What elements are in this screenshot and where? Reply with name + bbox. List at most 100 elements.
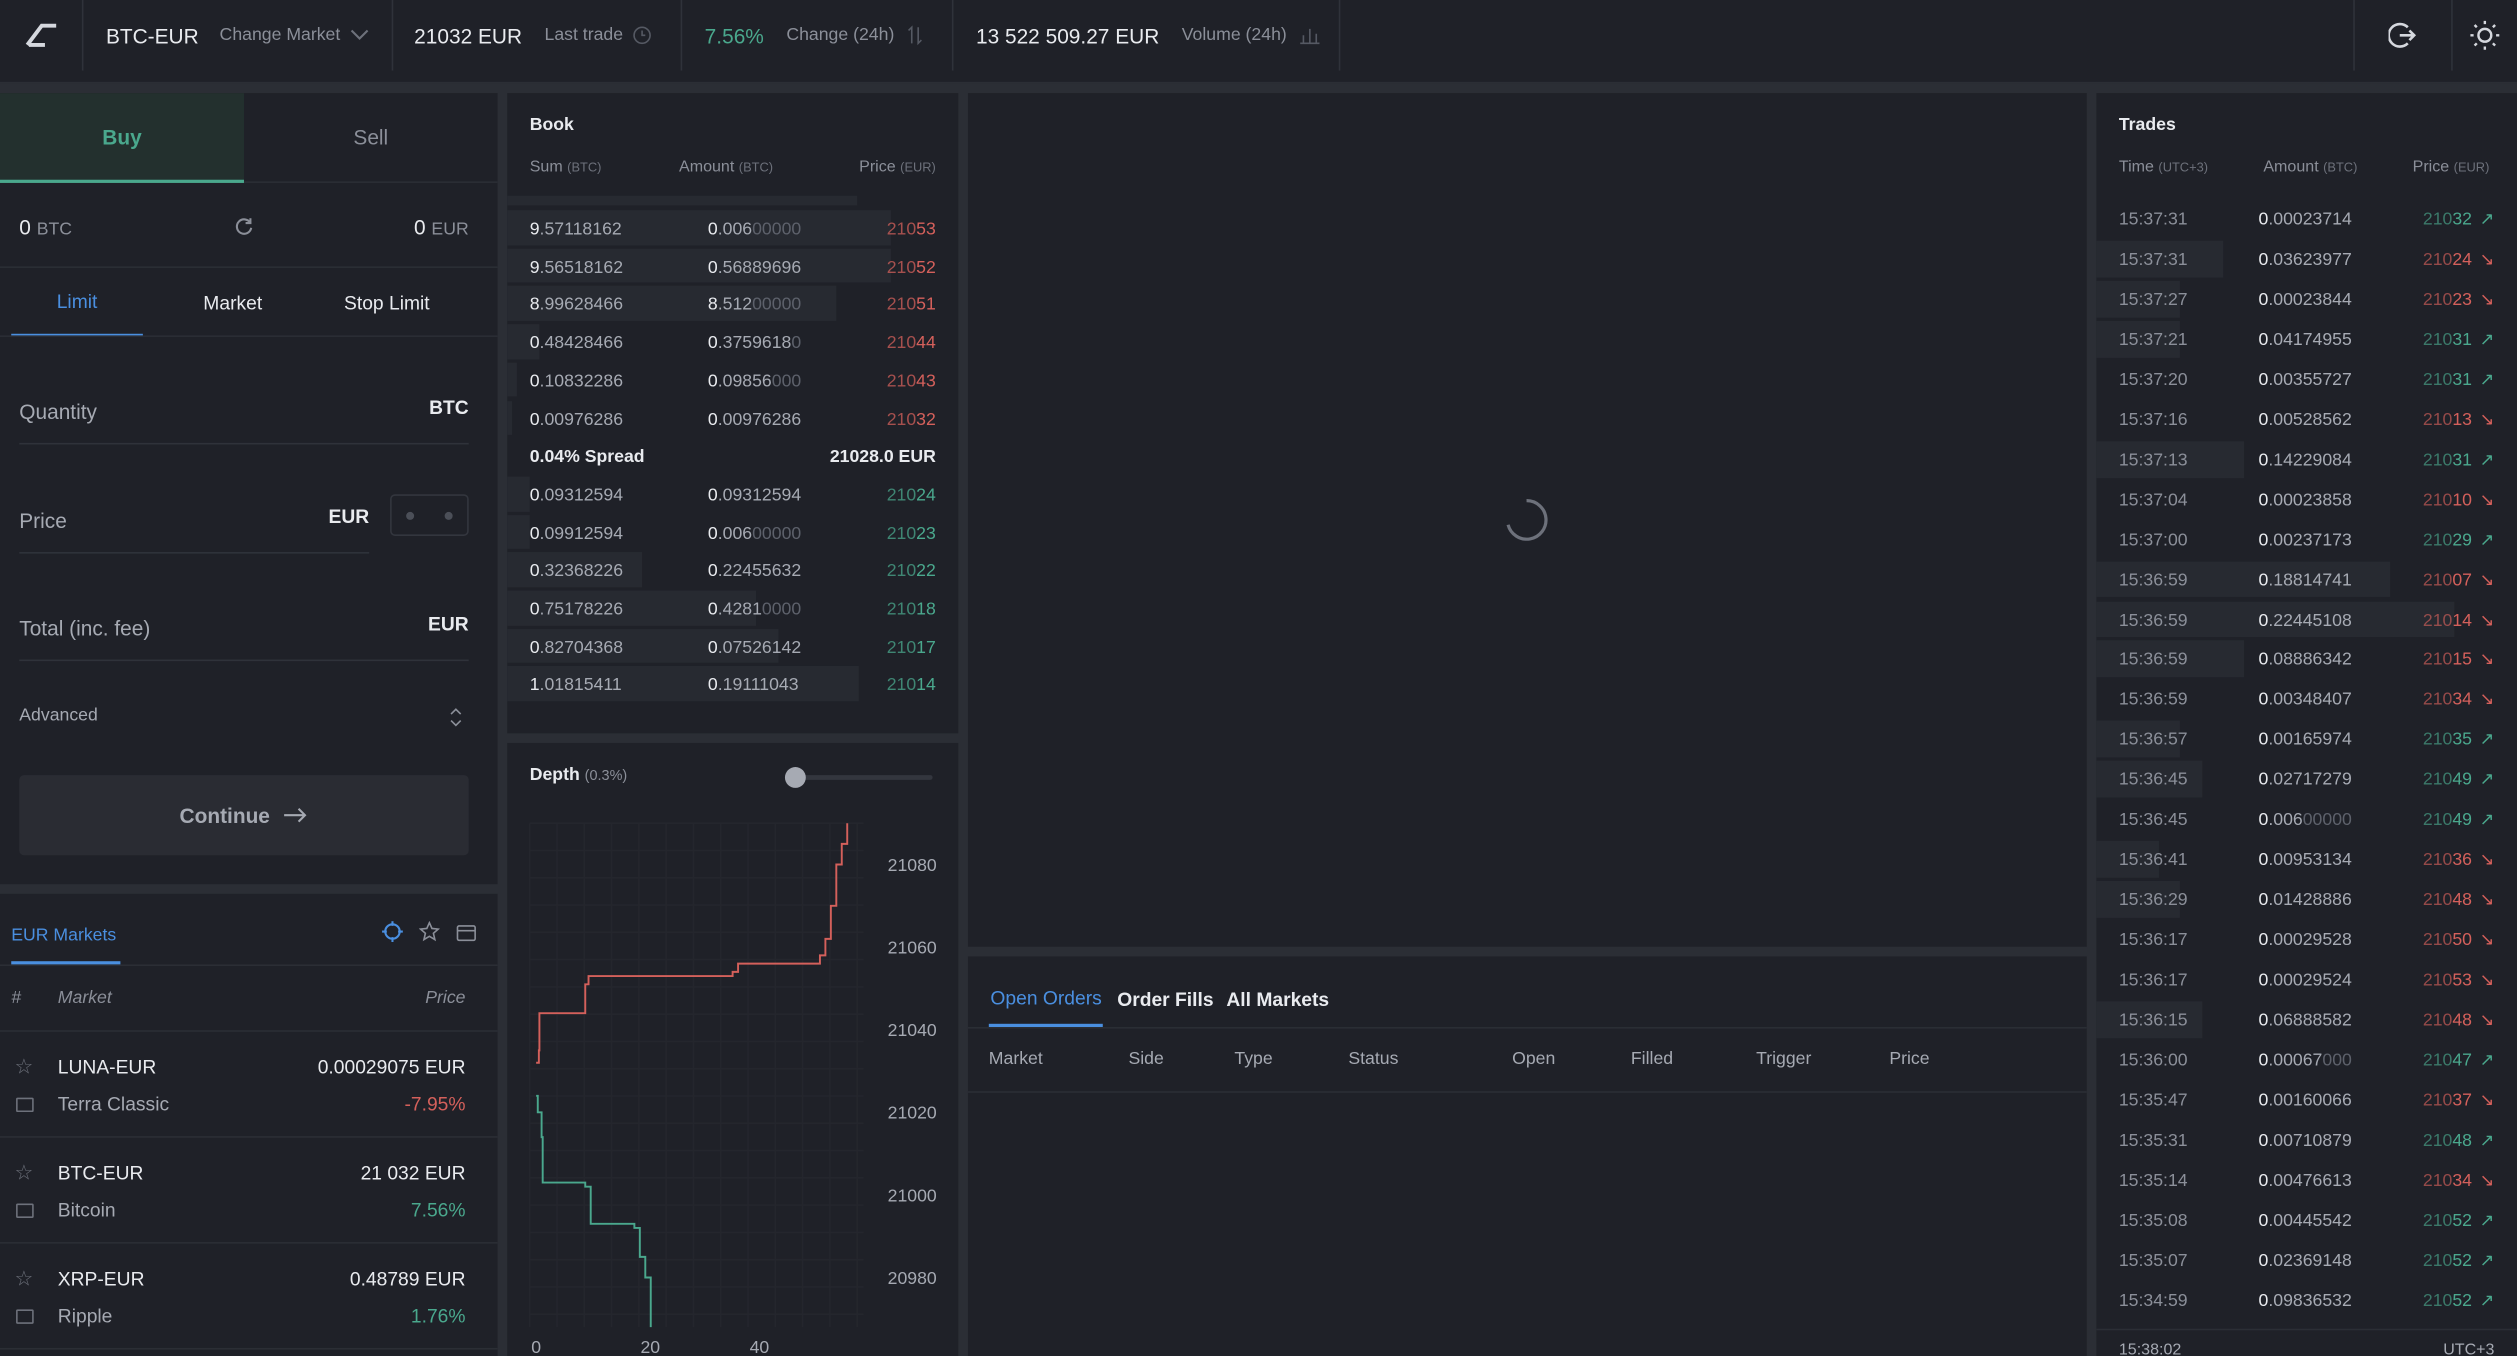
trade-price-head: 210 — [2422, 970, 2453, 991]
tab-market[interactable]: Market — [165, 270, 300, 337]
tab-all-markets[interactable]: All Markets — [1226, 972, 1329, 1027]
star-icon[interactable]: ☆ — [14, 1266, 34, 1291]
quantity-field[interactable]: Quantity BTC — [19, 374, 469, 445]
buy-tab[interactable]: Buy — [0, 93, 244, 183]
tab-limit[interactable]: Limit — [11, 270, 143, 337]
star-icon[interactable]: ☆ — [14, 1054, 34, 1079]
book-row[interactable]: 9.56518162 0.56889696 21052 — [507, 247, 958, 285]
arrow-down-right-icon: ↘ — [2479, 650, 2495, 670]
tab-open-orders[interactable]: Open Orders — [988, 972, 1104, 1028]
amount-int: 0 — [707, 524, 718, 544]
price-tail: 18 — [916, 600, 936, 620]
book-row[interactable]: 0.09912594 0.00600000 21023 — [507, 513, 958, 551]
trade-amount-frac: .00023844 — [2268, 290, 2352, 310]
book-row[interactable]: 0.48428466 0.37596180 21044 — [507, 323, 958, 361]
trade-amount-frac: .00067 — [2268, 1050, 2323, 1071]
trade-price-head: 210 — [2422, 1291, 2453, 1311]
price-head: 210 — [886, 486, 917, 506]
spread-price: 21028.0 EUR — [829, 448, 936, 468]
crosshair-icon[interactable] — [382, 921, 403, 942]
tab-stop-limit[interactable]: Stop Limit — [313, 270, 461, 337]
price-field[interactable]: Price EUR — [19, 483, 370, 554]
arrow-down-right-icon: ↘ — [2479, 850, 2495, 871]
list-item[interactable]: ☆ LUNA-EUR Terra Classic 0.00029075 EUR -7.9… — [0, 1032, 498, 1138]
trade-amount: 0.00029524 — [2259, 971, 2352, 990]
book-row[interactable]: 0.82704368 0.07526142 21017 — [507, 627, 958, 665]
sell-tab[interactable]: Sell — [243, 93, 498, 183]
list-item[interactable]: ☆ BTC-EUR Bitcoin 21 032 EUR 7.56% — [0, 1138, 498, 1244]
depth-bar — [507, 400, 513, 436]
trade-price-head: 210 — [2422, 410, 2453, 430]
decrement-dot-icon[interactable] — [406, 511, 415, 520]
tab-order-fills[interactable]: Order Fills — [1117, 972, 1213, 1027]
book-row[interactable]: 1.01815411 0.19111043 21014 — [507, 665, 958, 703]
trade-row: 15:36:57 0.00165974 21035 ↗ — [2096, 719, 2517, 759]
trade-price-tail: 48 — [2452, 890, 2473, 911]
wallet-icon[interactable] — [456, 923, 477, 942]
top-bar: BTC-EUR Change Market 21032 EUR Last tra… — [0, 0, 2517, 84]
price-label: Price — [19, 508, 67, 533]
sum-frac: .48428466 — [539, 333, 624, 354]
book-row[interactable]: 9.57118162 0.00600000 21053 — [507, 209, 958, 247]
amount-int: 0 — [707, 676, 718, 696]
trade-price-head: 210 — [2422, 1171, 2453, 1191]
x-tick-label: 0 — [531, 1337, 541, 1356]
trade-time-text: 15:35:07 — [2118, 1251, 2188, 1271]
trade-time-text: 15:37:21 — [2118, 330, 2188, 350]
book-amount: 0.07526142 — [708, 638, 801, 657]
divider — [0, 964, 498, 967]
trade-price-head: 210 — [2422, 370, 2453, 390]
trade-price-head: 210 — [2422, 250, 2453, 270]
book-row[interactable]: 0.09312594 0.09312594 21024 — [507, 475, 958, 513]
star-icon[interactable] — [418, 921, 440, 942]
trade-amount-int: 0 — [2258, 850, 2269, 871]
logout-button[interactable] — [2353, 0, 2453, 71]
col-market: Market — [57, 988, 112, 1008]
logo[interactable] — [0, 0, 84, 71]
price-stepper[interactable] — [390, 494, 469, 536]
book-amount: 0.00976286 — [708, 410, 801, 429]
trade-row: 15:35:31 0.00710879 21048 ↗ — [2096, 1120, 2517, 1160]
theme-toggle-button[interactable] — [2453, 0, 2517, 71]
amount-zeros: 00000 — [752, 219, 802, 240]
trade-time: 15:36:45 — [2119, 771, 2188, 790]
tab-eur-markets[interactable]: EUR Markets — [11, 910, 121, 965]
depth-slider[interactable] — [784, 767, 933, 788]
increment-dot-icon[interactable] — [444, 511, 453, 520]
market-selector[interactable]: BTC-EUR Change Market — [83, 0, 394, 71]
market-pair: XRP-EUR — [57, 1267, 145, 1291]
volume-bar — [2096, 560, 2391, 598]
refresh-icon[interactable] — [234, 217, 253, 236]
trade-time: 15:37:04 — [2119, 490, 2188, 509]
trade-price-head: 210 — [2422, 770, 2453, 790]
volume-bar — [2096, 1001, 2203, 1039]
trade-amount: 0.00348407 — [2259, 691, 2352, 710]
volume-value: 13 522 509.27 EUR — [975, 23, 1160, 48]
arrow-up-right-icon: ↗ — [2479, 1211, 2495, 1231]
depth-slider-handle[interactable] — [784, 767, 806, 788]
trade-time-text: 15:37:04 — [2118, 490, 2188, 510]
trade-amount: 0.18814741 — [2259, 571, 2352, 590]
loading-spinner-icon — [1506, 499, 1548, 541]
book-row[interactable]: 0.75178226 0.42810000 21018 — [507, 589, 958, 627]
order-book-panel: Book Sum (BTC) Amount (BTC) Price (EUR) … — [507, 93, 959, 734]
book-row[interactable]: 8.99628466 8.51200000 21051 — [507, 285, 958, 323]
depth-bar — [507, 362, 517, 398]
sum-frac: .75178226 — [539, 600, 624, 620]
sun-icon — [2470, 20, 2500, 50]
change-stat: 7.56% Change (24h) — [682, 0, 954, 71]
trade-time-text: 15:36:17 — [2118, 970, 2188, 991]
list-item[interactable]: ☆ XRP-EUR Ripple 0.48789 EUR 1.76% — [0, 1244, 498, 1350]
price-unit: EUR — [328, 505, 370, 528]
col-price: Price — [425, 988, 466, 1008]
total-field[interactable]: Total (inc. fee) EUR — [19, 591, 469, 662]
amount-frac: .512 — [717, 295, 753, 316]
star-icon[interactable]: ☆ — [14, 1160, 34, 1185]
book-row[interactable]: 0.10832286 0.09856000 21043 — [507, 361, 958, 399]
price-tail: 17 — [916, 638, 936, 658]
amount-frac: .3759618 — [717, 333, 792, 354]
continue-button[interactable]: Continue — [19, 775, 469, 856]
book-row[interactable]: 0.32368226 0.22455632 21022 — [507, 551, 958, 589]
book-row[interactable]: 0.00976286 0.00976286 21032 — [507, 399, 958, 437]
advanced-toggle[interactable]: Advanced — [19, 700, 468, 735]
